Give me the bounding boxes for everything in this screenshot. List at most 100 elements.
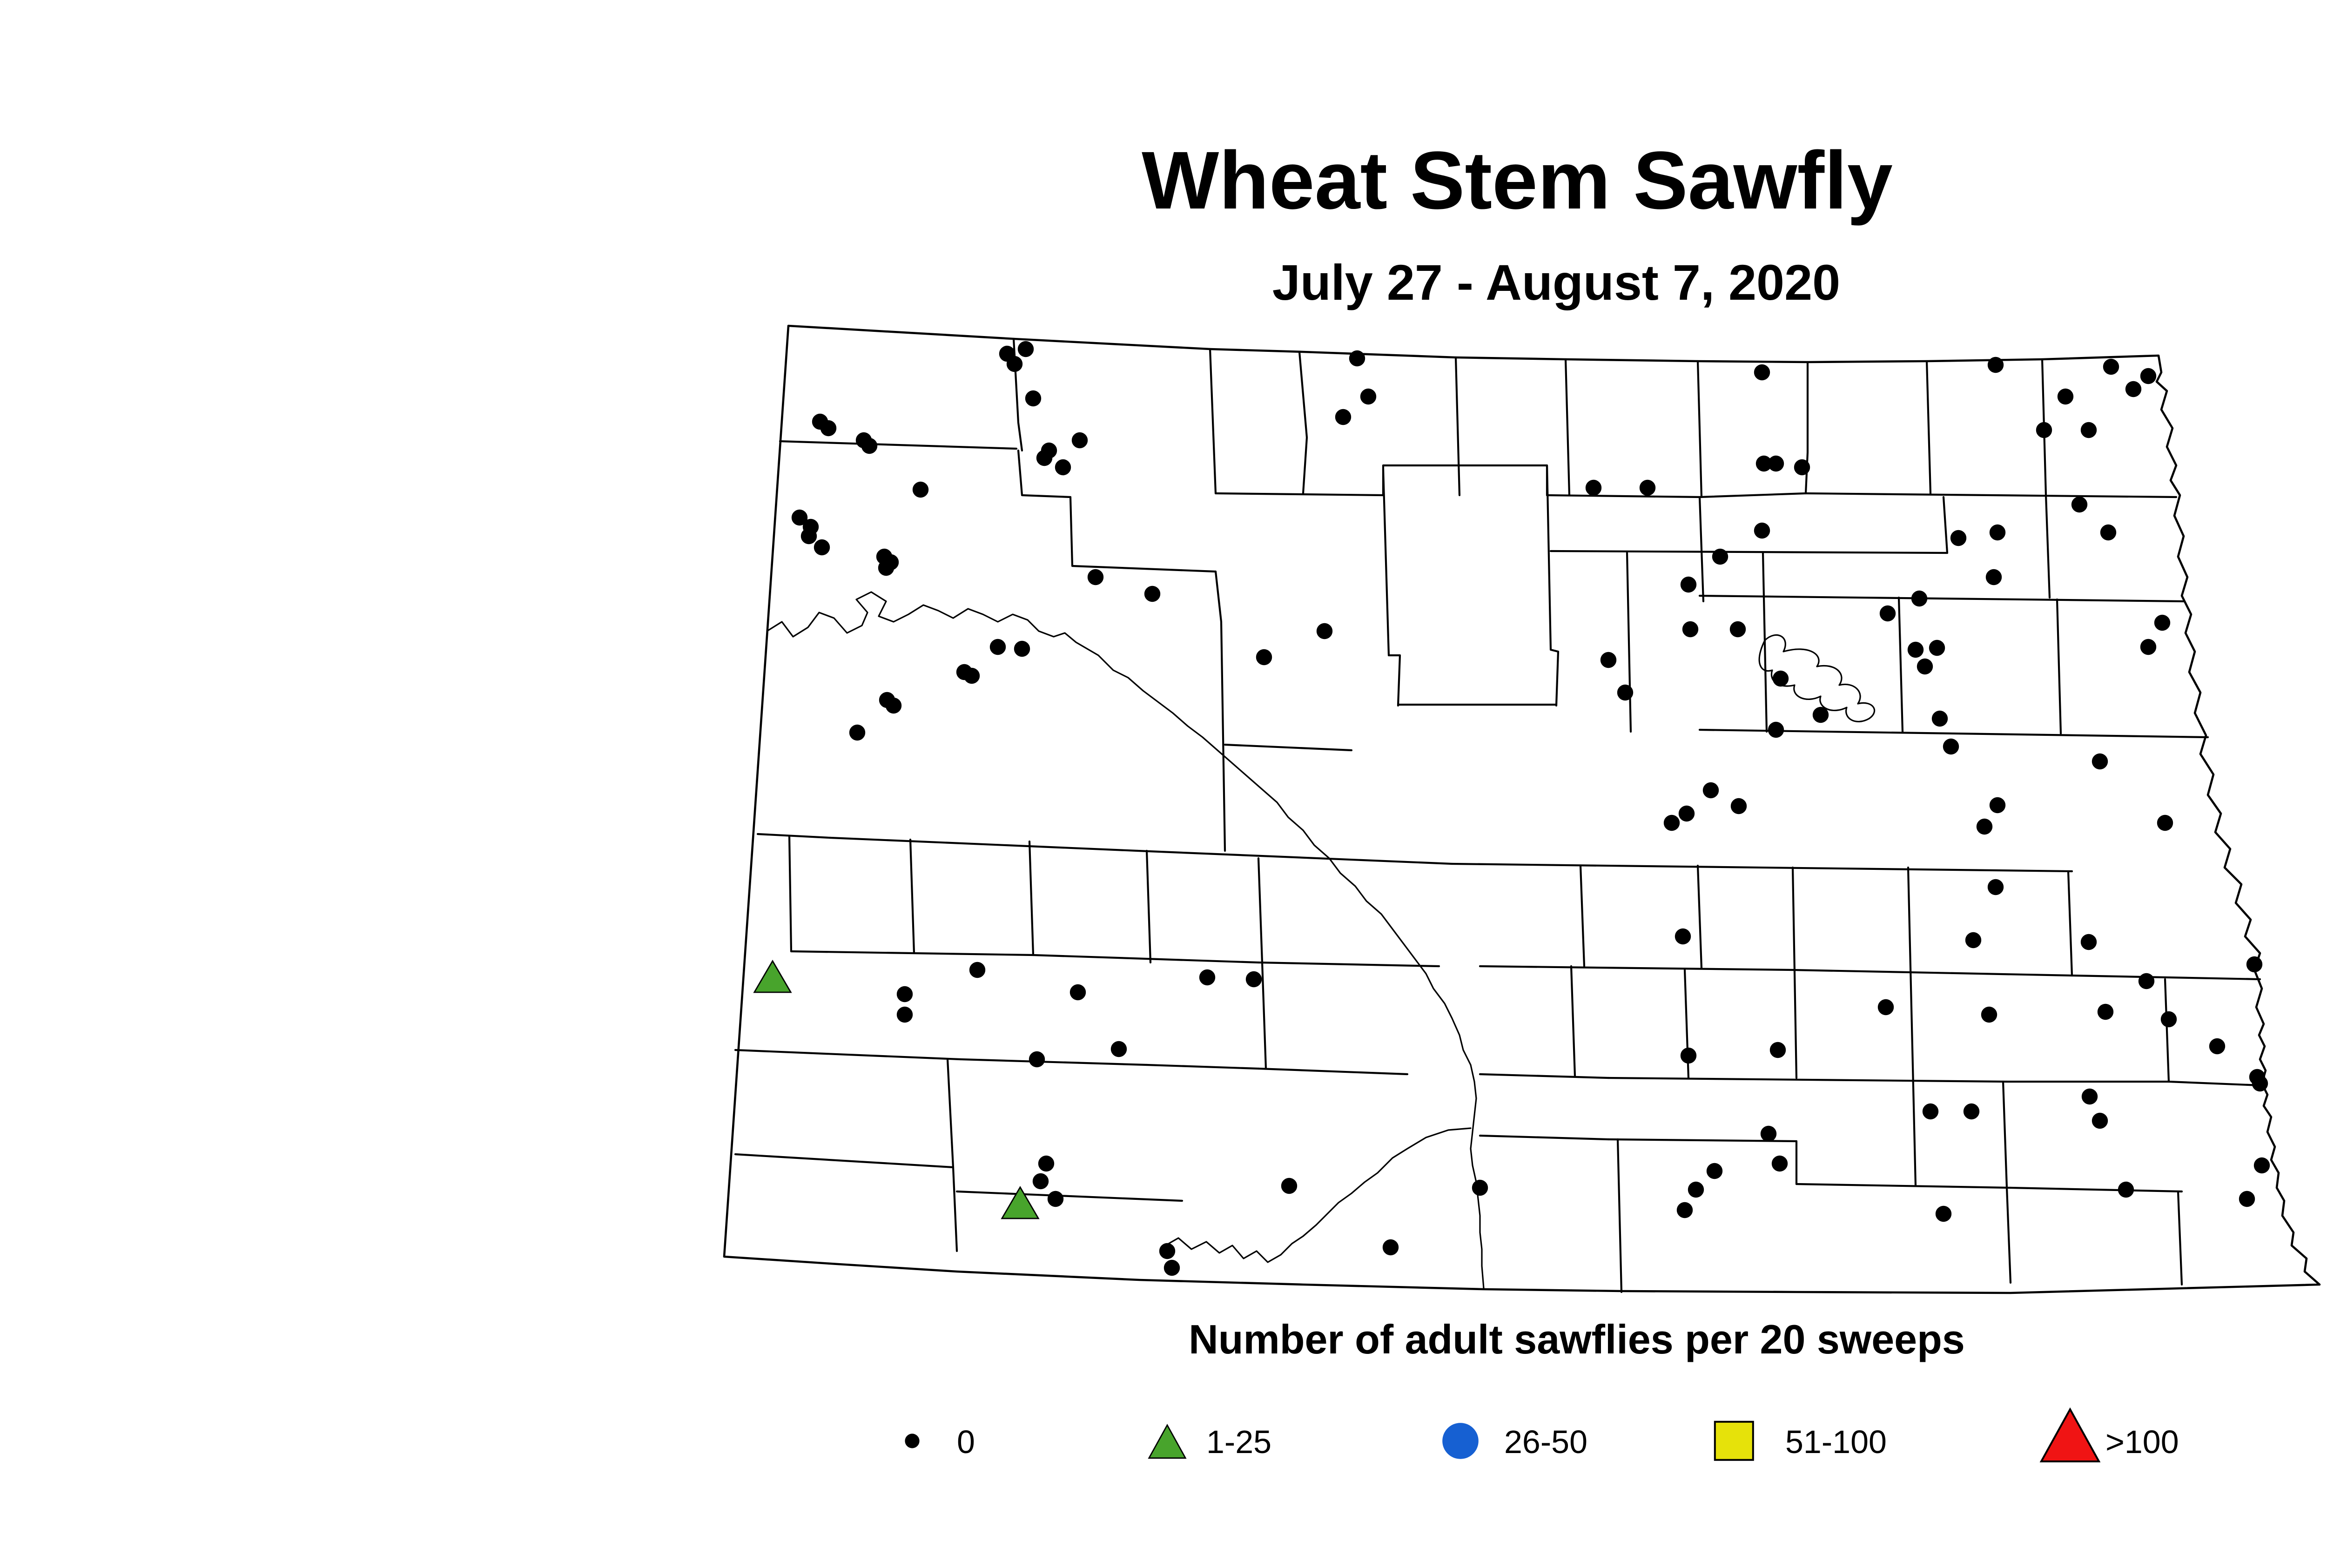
- map-point-dot: [1006, 356, 1023, 372]
- county-line: [1454, 356, 1461, 497]
- map-point-dot: [2103, 358, 2119, 375]
- map-point-green-triangle: [753, 960, 792, 993]
- map-point-dot: [2154, 614, 2171, 631]
- legend: Number of adult sawflies per 20 sweeps 0…: [905, 1316, 2179, 1462]
- map-point-dot: [2252, 1075, 2268, 1092]
- county-line: [829, 836, 1139, 852]
- survey-points-layer: [753, 341, 2270, 1276]
- map-point-dot: [885, 697, 902, 714]
- county-line: [1546, 494, 1701, 498]
- map-point-dot: [2080, 934, 2097, 950]
- map-point-dot: [1164, 1259, 1180, 1276]
- legend-item-1-25: 1-25: [1148, 1424, 1271, 1460]
- county-line: [1795, 1183, 2012, 1189]
- county-line: [1224, 743, 1353, 752]
- county-line: [1696, 360, 1703, 498]
- map-point-dot: [2071, 496, 2088, 513]
- map-point-dot: [2246, 956, 2263, 973]
- map-point-dot: [1812, 707, 1829, 723]
- county-line: [2005, 1186, 2012, 1284]
- map-point-dot: [1025, 390, 1042, 407]
- map-point-dot: [2100, 524, 2117, 541]
- map-point-dot: [896, 986, 913, 1003]
- county-line: [1209, 348, 1217, 495]
- county-line: [734, 1153, 955, 1169]
- map-point-dot: [1663, 814, 1680, 831]
- county-boundaries: [734, 337, 2261, 1293]
- map-point-dot: [1877, 999, 1894, 1016]
- map-point-dot: [800, 528, 817, 545]
- map-point-dot: [1943, 738, 1959, 755]
- county-line: [1804, 361, 1809, 495]
- county-line: [1017, 449, 1217, 573]
- county-line: [1257, 961, 1440, 968]
- map-point-dot: [1069, 984, 1086, 1001]
- map-point-dot: [1316, 623, 1333, 639]
- map-point-dot: [1676, 1202, 1693, 1218]
- map-point-dot: [1729, 621, 1746, 638]
- map-point-dot: [1922, 1103, 1939, 1120]
- map-point-dot: [1755, 455, 1772, 472]
- map-point-dot: [1639, 479, 1656, 496]
- legend-item-label: 0: [957, 1424, 975, 1460]
- county-line: [1791, 866, 1798, 1079]
- map-point-dot: [1617, 684, 1634, 701]
- map-point-dot: [849, 724, 866, 741]
- map-point-dot: [1360, 388, 1377, 405]
- map-point-dot: [1981, 1006, 1997, 1023]
- map-point-dot: [1199, 969, 1216, 986]
- county-line: [955, 1190, 1184, 1202]
- map-point-dot: [1071, 432, 1088, 449]
- map-point-dot: [1680, 576, 1697, 593]
- county-line: [1298, 350, 1308, 495]
- county-line: [1626, 552, 1632, 733]
- map-point-dot: [2092, 753, 2108, 770]
- county-line: [1136, 849, 1453, 865]
- map-point-dot: [1965, 932, 1982, 949]
- page-title: Wheat Stem Sawfly: [1142, 135, 1893, 226]
- map-point-dot: [1087, 569, 1104, 585]
- map-point-dot: [2092, 1112, 2108, 1129]
- map-point-dot: [1675, 928, 1691, 945]
- blue-circle-icon: [1442, 1423, 1479, 1459]
- map-point-dot: [1907, 641, 1924, 658]
- map-point-dot: [1730, 798, 1747, 814]
- county-line: [1220, 620, 1226, 852]
- map-point-dot: [1989, 524, 2006, 541]
- map-point-dot: [1688, 1181, 1704, 1198]
- map-point-dot: [1245, 971, 1262, 988]
- county-line: [1570, 965, 1576, 1077]
- map-point-dot: [1038, 1155, 1055, 1172]
- map-point-dot: [1976, 818, 1993, 835]
- county-line: [1791, 969, 2073, 977]
- map-point-dot: [820, 420, 837, 437]
- map-point-dot: [1989, 797, 2006, 814]
- county-line: [1564, 358, 1571, 497]
- map-point-dot: [1032, 1173, 1049, 1190]
- map-point-dot: [1600, 652, 1617, 668]
- county-line: [1257, 857, 1264, 964]
- county-line: [1382, 468, 1401, 707]
- map-point-dot: [2081, 1088, 2098, 1105]
- map-point-dot: [2160, 1011, 2177, 1028]
- map-point-dot: [1706, 1163, 1723, 1179]
- red-triangle-icon: [2039, 1407, 2101, 1462]
- county-line: [1032, 954, 1260, 964]
- map-point-dot: [2057, 388, 2074, 405]
- legend-item-0: 0: [905, 1424, 975, 1460]
- county-line: [1479, 965, 1794, 971]
- county-line: [1907, 866, 1917, 1187]
- map-point-dot: [2140, 368, 2157, 384]
- map-point-dot: [1771, 1155, 1788, 1172]
- county-line: [2009, 1186, 2183, 1193]
- map-point-dot: [1911, 590, 1928, 607]
- map-point-dot: [2036, 422, 2052, 438]
- map-point-dot: [1931, 710, 1948, 727]
- map-point-dot: [963, 667, 980, 684]
- county-line: [946, 1058, 955, 1169]
- yellow-square-icon: [1714, 1420, 1754, 1461]
- map-point-dot: [1929, 639, 1945, 656]
- map-point-dot: [1047, 1191, 1064, 1207]
- county-line: [779, 440, 1018, 450]
